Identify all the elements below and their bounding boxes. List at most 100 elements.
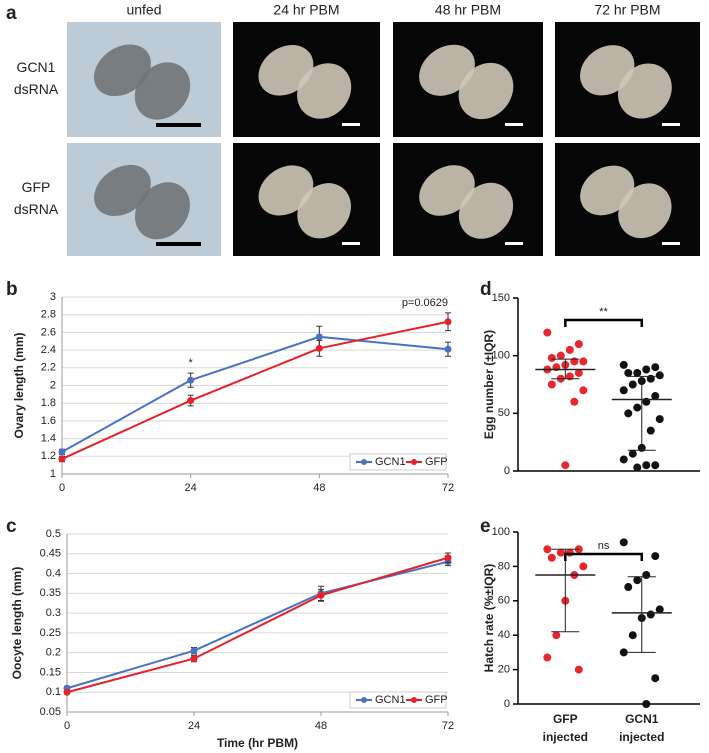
y-tick-label: 0.25 <box>40 627 61 639</box>
dot <box>655 415 664 424</box>
y-tick-label: 0 <box>504 465 510 477</box>
dot <box>633 403 642 412</box>
x-tick-label: 72 <box>442 720 454 732</box>
micrograph <box>393 143 543 256</box>
x-tick-label: 48 <box>315 720 327 732</box>
dot <box>574 368 583 377</box>
x-tick-label: GCN1 <box>625 712 659 726</box>
y-tick-label: 0.35 <box>40 587 61 599</box>
y-tick-label: 50 <box>498 407 510 419</box>
dot <box>619 648 628 657</box>
ovary <box>297 183 351 239</box>
legend-marker <box>361 459 367 465</box>
dot <box>646 610 655 619</box>
y-axis-label: Oocyte length (mm) <box>10 567 24 680</box>
y-tick-label: 1.8 <box>41 397 56 409</box>
x-tick-label: 0 <box>64 720 70 732</box>
micrograph <box>555 143 700 256</box>
point <box>187 397 195 405</box>
column-label: 72 hr PBM <box>594 2 660 18</box>
dot <box>655 605 664 614</box>
significance-bracket <box>564 552 644 561</box>
y-tick-label: 0.15 <box>40 666 61 678</box>
scale-bar <box>342 123 360 126</box>
x-tick-label: 24 <box>188 720 200 732</box>
dot <box>556 548 565 557</box>
y-tick-label: 2.6 <box>41 326 56 338</box>
ovary <box>458 62 514 120</box>
micrograph <box>555 22 700 137</box>
y-tick-label: 0 <box>504 698 510 710</box>
scale-bar <box>342 242 360 245</box>
dot <box>579 562 588 571</box>
ovary <box>258 165 314 216</box>
point <box>444 345 452 353</box>
y-tick-label: 1.6 <box>41 415 56 427</box>
panel-letter: d <box>480 279 492 300</box>
x-tick-label: injected <box>543 730 588 744</box>
micrograph <box>393 22 543 137</box>
row-label: GFP <box>22 179 51 195</box>
point <box>317 591 325 599</box>
y-axis-label: Hatch rate (%±IQR) <box>482 564 496 673</box>
legend-box <box>349 691 447 709</box>
row-label: dsRNA <box>14 81 59 97</box>
dot <box>543 653 552 662</box>
y-tick-label: 1.2 <box>41 450 56 462</box>
dot <box>619 538 628 547</box>
dot <box>543 545 552 554</box>
dot <box>651 363 660 372</box>
dot <box>651 461 660 470</box>
y-tick-label: 0.5 <box>46 528 61 540</box>
x-tick-label: 72 <box>442 482 454 494</box>
y-tick-label: 2.2 <box>41 362 56 374</box>
dot <box>574 665 583 674</box>
legend-marker <box>411 459 417 465</box>
ovary <box>618 63 672 119</box>
micrograph <box>233 22 380 137</box>
dot <box>619 455 628 464</box>
dot <box>642 461 651 470</box>
significance-label: ns <box>598 540 610 552</box>
panel-letter: c <box>6 516 17 537</box>
dot <box>543 328 552 337</box>
y-tick-label: 40 <box>498 629 510 641</box>
micrograph <box>233 143 380 256</box>
scale-bar <box>156 123 201 127</box>
ovary <box>419 165 475 216</box>
dot <box>570 397 579 406</box>
legend-label: GCN1 <box>375 694 406 706</box>
y-tick-label: 100 <box>492 526 510 538</box>
panel-letter: a <box>6 3 17 24</box>
y-tick-label: 60 <box>498 595 510 607</box>
iqr-bar <box>551 548 580 633</box>
y-tick-label: 2.4 <box>41 344 56 356</box>
iqr-bar <box>551 358 580 380</box>
column-label: 24 hr PBM <box>273 2 339 18</box>
y-tick-label: 80 <box>498 560 510 572</box>
scale-bar <box>662 242 680 245</box>
point <box>315 333 323 341</box>
dot <box>574 340 583 349</box>
dot <box>579 357 588 366</box>
iqr-bar <box>627 576 656 653</box>
ovary <box>297 63 352 119</box>
point <box>63 688 71 696</box>
dot <box>646 426 655 435</box>
dot <box>642 571 651 579</box>
series-line <box>61 320 449 460</box>
dot <box>547 380 556 389</box>
y-axis-label: Ovary length (mm) <box>12 332 26 438</box>
ovary <box>458 182 514 239</box>
dot <box>561 461 570 470</box>
dot <box>642 700 651 708</box>
point <box>315 344 323 352</box>
scale-bar <box>156 242 201 246</box>
annotation: * <box>189 357 194 369</box>
dot <box>633 463 642 472</box>
scale-bar <box>505 242 523 245</box>
scale-bar <box>662 123 680 126</box>
ovary <box>419 44 475 96</box>
